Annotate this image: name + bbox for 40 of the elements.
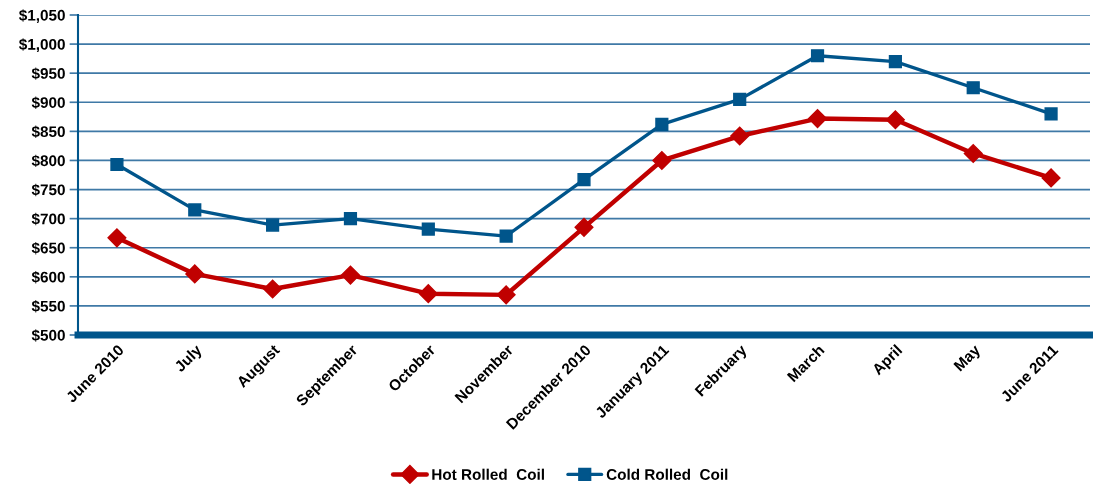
point	[655, 117, 669, 131]
point	[885, 110, 905, 130]
point	[888, 54, 902, 69]
point	[499, 229, 513, 243]
legend-label: Cold Rolled Coil	[606, 468, 728, 480]
point	[496, 285, 516, 305]
point	[263, 279, 283, 299]
y-tick-label: $500	[31, 329, 65, 342]
y-tick-label: $650	[31, 241, 65, 255]
point	[188, 203, 202, 217]
point	[340, 265, 360, 285]
y-tick-label: $1,050	[18, 9, 65, 23]
legend-label: Hot Rolled Coil	[432, 468, 544, 480]
y-tick-label: $1,000	[18, 38, 65, 52]
point	[574, 217, 594, 237]
point	[1044, 107, 1058, 121]
point	[810, 49, 825, 63]
y-tick-label: $550	[31, 300, 65, 313]
point	[733, 92, 747, 106]
point	[418, 284, 438, 304]
point	[808, 109, 828, 129]
y-tick-label: $600	[31, 271, 65, 284]
y-tick-label: $950	[31, 67, 65, 80]
point	[652, 150, 672, 170]
point	[343, 212, 358, 226]
point	[577, 173, 591, 187]
point	[107, 228, 127, 248]
point	[963, 143, 983, 164]
point	[110, 157, 124, 172]
y-tick-label: $900	[31, 96, 65, 109]
point	[421, 222, 435, 236]
y-tick-label: $850	[31, 125, 65, 139]
point	[1041, 168, 1061, 188]
point	[730, 126, 750, 146]
point	[266, 218, 280, 232]
y-tick-label: $800	[31, 154, 65, 168]
y-tick-label: $750	[31, 183, 65, 197]
y-tick-label: $700	[31, 212, 65, 226]
point	[966, 81, 980, 95]
point	[185, 264, 205, 284]
